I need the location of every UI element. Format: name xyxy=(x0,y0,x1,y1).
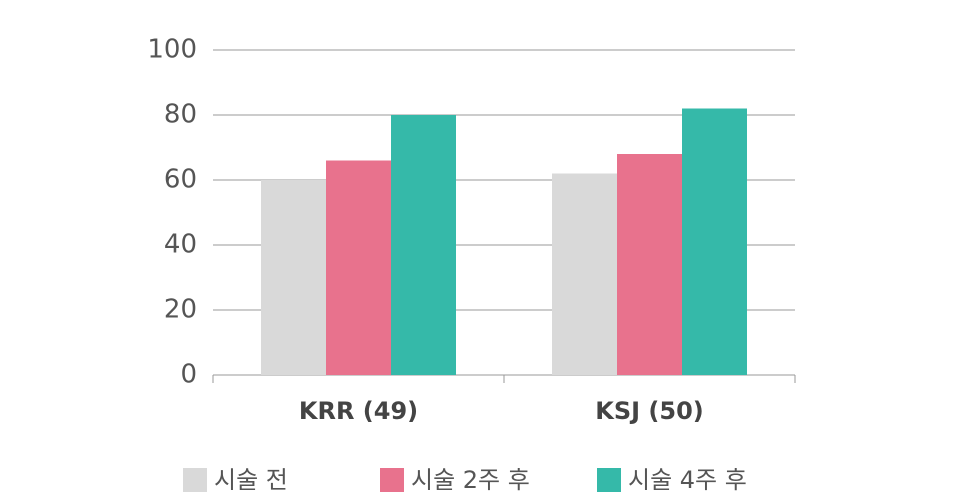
y-tick-label: 20 xyxy=(164,295,197,325)
bar xyxy=(682,108,747,375)
bar xyxy=(617,154,682,375)
y-tick-label: 0 xyxy=(180,360,197,390)
x-tick-label: KSJ (50) xyxy=(595,397,704,425)
y-tick-label: 100 xyxy=(147,35,197,65)
bar xyxy=(391,115,456,375)
y-tick-label: 40 xyxy=(164,230,197,260)
legend-swatch xyxy=(380,468,404,492)
legend-label: 시술 전 xyxy=(214,466,288,494)
bar xyxy=(552,173,617,375)
legend-swatch xyxy=(597,468,621,492)
bar xyxy=(261,180,326,375)
y-tick-label: 60 xyxy=(164,165,197,195)
legend-label: 시술 2주 후 xyxy=(411,466,530,494)
legend-label: 시술 4주 후 xyxy=(628,466,747,494)
x-tick-label: KRR (49) xyxy=(299,397,418,425)
legend-swatch xyxy=(183,468,207,492)
bar xyxy=(326,160,391,375)
y-tick-label: 80 xyxy=(164,100,197,130)
